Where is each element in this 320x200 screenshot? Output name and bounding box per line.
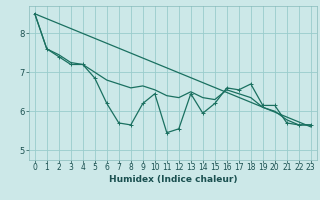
X-axis label: Humidex (Indice chaleur): Humidex (Indice chaleur) [108,175,237,184]
